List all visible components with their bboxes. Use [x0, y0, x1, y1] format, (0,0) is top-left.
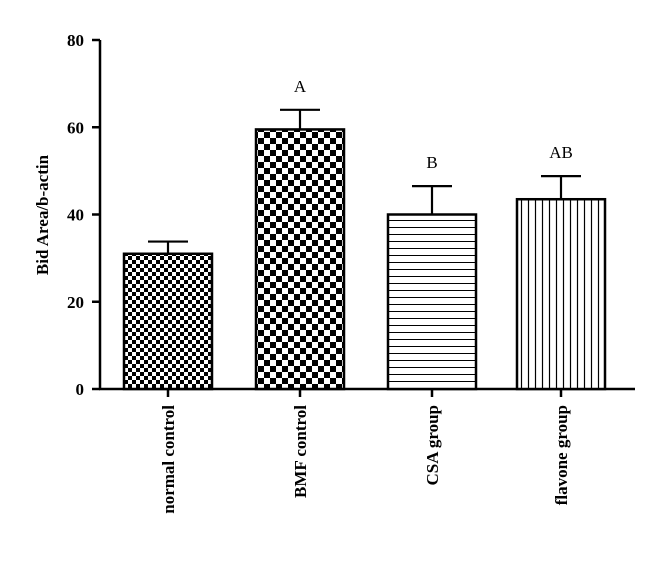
significance-label: A — [294, 77, 307, 96]
bar-normal-control — [122, 252, 214, 391]
y-tick-label: 60 — [67, 118, 84, 137]
y-tick-label: 20 — [67, 293, 84, 312]
y-ticks: 0 20 40 60 80 — [67, 31, 100, 399]
y-tick-label: 40 — [67, 206, 84, 225]
x-tick-label: CSA group — [423, 405, 442, 485]
x-ticks: normal control BMF control CSA group flavon… — [159, 389, 571, 514]
bar-bmf-control — [254, 128, 346, 391]
bar-csa-group — [386, 213, 478, 391]
x-tick-label: BMF control — [291, 405, 310, 498]
significance-label: B — [426, 153, 437, 172]
bar-flavone-group — [515, 197, 607, 391]
x-tick-label: normal control — [159, 405, 178, 514]
y-tick-label: 80 — [67, 31, 84, 50]
y-tick-label: 0 — [76, 380, 85, 399]
significance-label: AB — [549, 143, 573, 162]
x-tick-label: flavone group — [552, 405, 571, 505]
y-axis-label: Bid Area/b-actin — [33, 154, 52, 275]
